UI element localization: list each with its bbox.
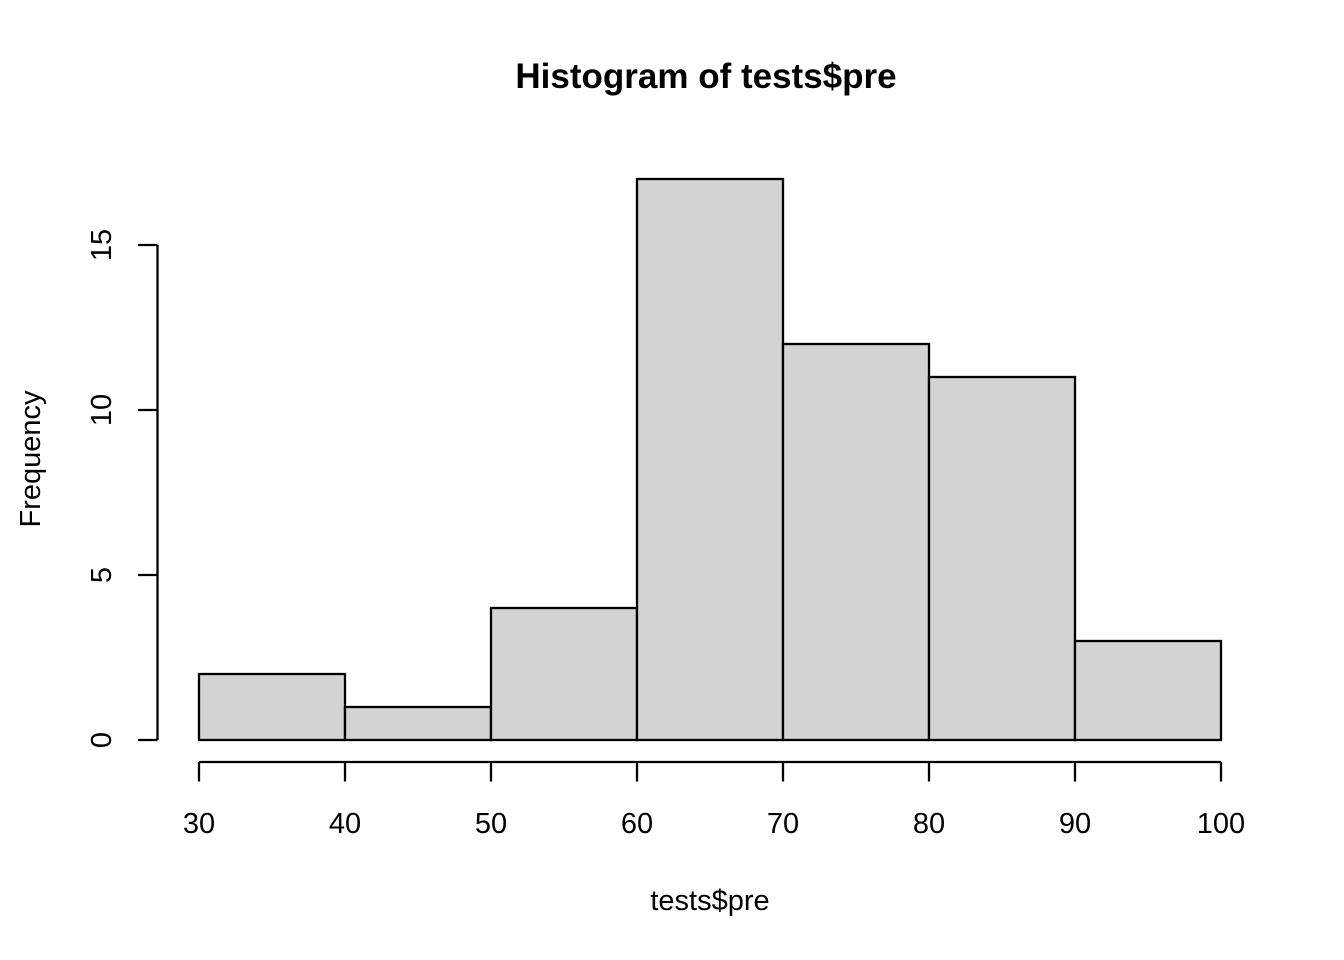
x-tick-label: 70	[767, 808, 799, 840]
histogram-bar	[635, 177, 785, 742]
axes-group: 0 5 10 15 30 40 50 60 70 80 90 100	[86, 229, 1245, 840]
x-axis-label: tests$pre	[650, 885, 769, 917]
histogram-bar	[1073, 639, 1223, 742]
chart-title: Histogram of tests$pre	[515, 57, 896, 96]
y-tick-label: 5	[86, 567, 118, 583]
x-tick-label: 50	[475, 808, 507, 840]
x-tick-label: 80	[913, 808, 945, 840]
y-axis-label: Frequency	[15, 390, 47, 528]
histogram-bar	[489, 606, 639, 742]
histogram-bar	[927, 375, 1077, 742]
histogram-bar	[343, 705, 493, 742]
histogram-bar	[781, 342, 931, 742]
x-tick-label: 90	[1059, 808, 1091, 840]
x-tick-label: 100	[1197, 808, 1245, 840]
bars-group	[197, 177, 1223, 742]
x-tick-label: 40	[329, 808, 361, 840]
x-tick-label: 60	[621, 808, 653, 840]
histogram-bar	[197, 672, 347, 742]
x-tick-label: 30	[183, 808, 215, 840]
y-tick-label: 15	[86, 229, 118, 261]
y-tick-label: 10	[86, 394, 118, 426]
y-tick-label: 0	[86, 732, 118, 748]
